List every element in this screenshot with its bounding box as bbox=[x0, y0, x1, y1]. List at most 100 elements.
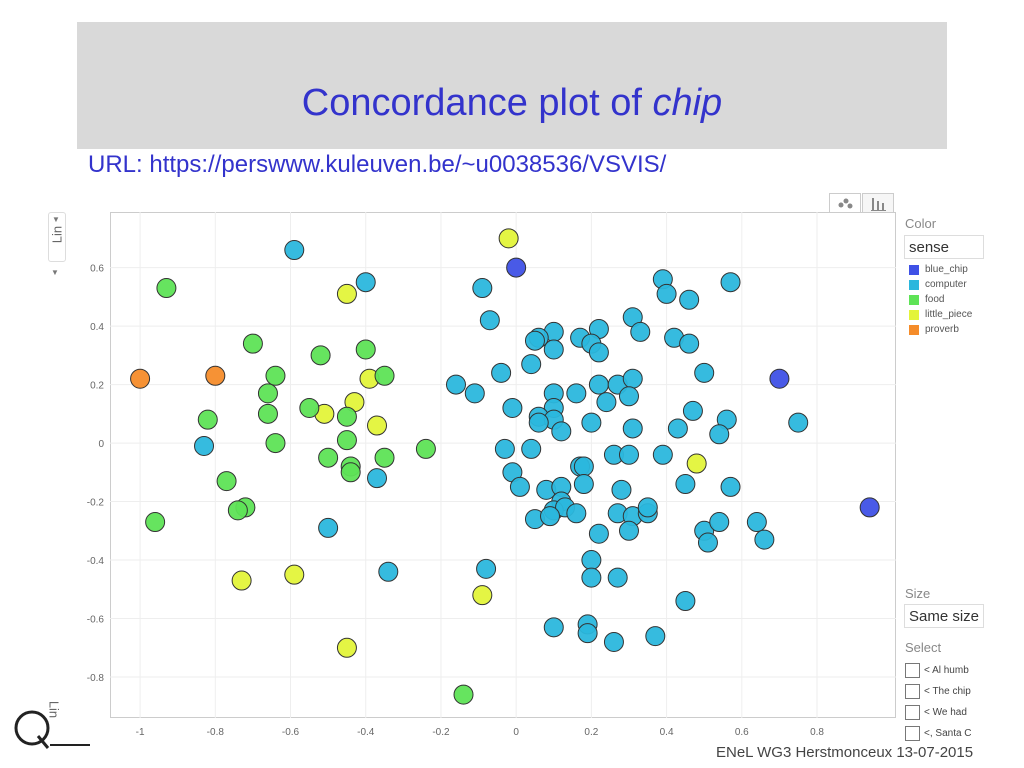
point-computer bbox=[524, 330, 545, 351]
size-select[interactable]: Same size bbox=[904, 604, 984, 628]
select-item[interactable]: <, Santa C bbox=[905, 723, 980, 744]
point-little_piece bbox=[336, 637, 357, 658]
legend-item[interactable]: little_piece bbox=[909, 307, 979, 322]
point-food bbox=[318, 447, 339, 468]
select-checkbox[interactable] bbox=[905, 705, 920, 720]
point-food bbox=[156, 278, 177, 299]
y-tick-label: 0.2 bbox=[90, 381, 104, 392]
select-item[interactable]: < We had bbox=[905, 702, 980, 723]
x-tick-label: 0.2 bbox=[584, 727, 598, 738]
point-food bbox=[299, 397, 320, 418]
point-computer bbox=[472, 278, 493, 299]
url-link[interactable]: URL: https://perswww.kuleuven.be/~u00385… bbox=[88, 151, 667, 178]
point-blue_chip bbox=[506, 257, 527, 278]
point-little_piece bbox=[498, 228, 519, 249]
logo-icon bbox=[14, 710, 50, 749]
point-computer bbox=[637, 497, 658, 518]
logo-rule bbox=[50, 744, 90, 746]
point-computer bbox=[445, 374, 466, 395]
point-computer bbox=[679, 289, 700, 310]
point-food bbox=[257, 383, 278, 404]
color-label: Color bbox=[905, 216, 937, 231]
point-food bbox=[336, 430, 357, 451]
legend-item[interactable]: food bbox=[909, 292, 979, 307]
point-little_piece bbox=[686, 453, 707, 474]
point-computer bbox=[284, 240, 305, 261]
point-computer bbox=[709, 512, 730, 533]
point-computer bbox=[573, 474, 594, 495]
y-tick-label: 0.6 bbox=[90, 264, 104, 275]
point-computer bbox=[581, 550, 602, 571]
point-computer bbox=[540, 506, 561, 527]
y-tick-label: -0.4 bbox=[87, 556, 105, 567]
point-computer bbox=[494, 438, 515, 459]
point-computer bbox=[709, 424, 730, 445]
point-food bbox=[374, 365, 395, 386]
point-computer bbox=[566, 383, 587, 404]
point-computer bbox=[697, 532, 718, 553]
point-little_piece bbox=[336, 283, 357, 304]
select-item[interactable]: < Al humb bbox=[905, 660, 980, 681]
point-computer bbox=[528, 412, 549, 433]
point-computer bbox=[652, 444, 673, 465]
color-select[interactable]: sense bbox=[904, 235, 984, 259]
plot-area[interactable] bbox=[110, 212, 896, 718]
side-dropdown-icon[interactable]: ▼ bbox=[51, 268, 59, 277]
legend-item[interactable]: blue_chip bbox=[909, 262, 979, 277]
point-proverb bbox=[205, 365, 226, 386]
point-food bbox=[145, 512, 166, 533]
legend-item[interactable]: computer bbox=[909, 277, 979, 292]
select-item[interactable]: < The chip bbox=[905, 681, 980, 702]
point-food bbox=[336, 406, 357, 427]
select-checkbox[interactable] bbox=[905, 726, 920, 741]
point-computer bbox=[603, 631, 624, 652]
select-label: Select bbox=[905, 640, 942, 655]
legend-label: food bbox=[925, 294, 945, 305]
point-computer bbox=[476, 558, 497, 579]
point-computer bbox=[618, 444, 639, 465]
point-food bbox=[374, 447, 395, 468]
x-tick-label: -1 bbox=[136, 727, 145, 738]
legend-swatch bbox=[909, 294, 919, 305]
point-blue_chip bbox=[859, 497, 880, 518]
point-food bbox=[310, 345, 331, 366]
point-computer bbox=[694, 362, 715, 383]
point-food bbox=[265, 365, 286, 386]
point-computer bbox=[573, 456, 594, 477]
legend: blue_chip computer food little_piece proverb bbox=[909, 262, 979, 337]
point-computer bbox=[588, 374, 609, 395]
point-little_piece bbox=[231, 570, 252, 591]
point-computer bbox=[596, 392, 617, 413]
point-food bbox=[355, 339, 376, 360]
select-item-label: < We had bbox=[924, 707, 967, 718]
point-computer bbox=[502, 397, 523, 418]
point-computer bbox=[645, 626, 666, 647]
select-checkbox[interactable] bbox=[905, 684, 920, 699]
point-computer bbox=[581, 567, 602, 588]
slide-title-italic: chip bbox=[652, 82, 723, 124]
point-computer bbox=[378, 561, 399, 582]
point-computer bbox=[618, 520, 639, 541]
point-computer bbox=[509, 476, 530, 497]
bar-chart-icon bbox=[871, 198, 886, 211]
legend-swatch bbox=[909, 279, 919, 290]
scale-dropdown-icon[interactable]: ▼ bbox=[52, 215, 60, 224]
legend-item[interactable]: proverb bbox=[909, 322, 979, 337]
point-computer bbox=[622, 418, 643, 439]
legend-swatch bbox=[909, 264, 919, 275]
x-tick-label: -0.4 bbox=[357, 727, 375, 738]
point-computer bbox=[551, 421, 572, 442]
point-little_piece bbox=[472, 585, 493, 606]
point-computer bbox=[788, 412, 809, 433]
point-food bbox=[257, 403, 278, 424]
x-tick-label: -0.8 bbox=[207, 727, 225, 738]
x-tick-label: -0.6 bbox=[282, 727, 300, 738]
point-computer bbox=[630, 321, 651, 342]
point-computer bbox=[675, 474, 696, 495]
slide-footer: ENeL WG3 Herstmonceux 13-07-2015 bbox=[716, 744, 974, 761]
select-checkbox[interactable] bbox=[905, 663, 920, 678]
vertical-scale-tab[interactable]: ▼ Lin bbox=[48, 212, 66, 262]
point-computer bbox=[667, 418, 688, 439]
slide-title: Concordance plot of chip bbox=[77, 84, 947, 122]
